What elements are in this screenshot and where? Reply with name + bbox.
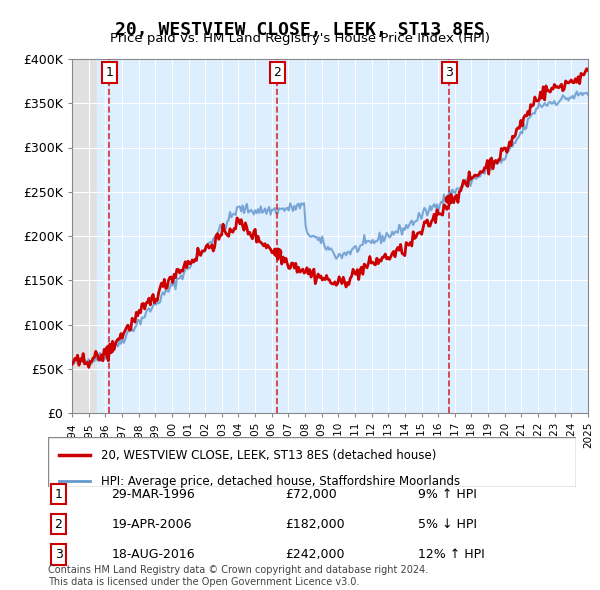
Bar xyxy=(97,59,588,413)
Text: 12% ↑ HPI: 12% ↑ HPI xyxy=(418,548,484,561)
Text: 1: 1 xyxy=(106,65,113,79)
Text: 9% ↑ HPI: 9% ↑ HPI xyxy=(418,487,476,500)
Text: 18-AUG-2016: 18-AUG-2016 xyxy=(112,548,195,561)
FancyBboxPatch shape xyxy=(48,437,576,487)
Text: £72,000: £72,000 xyxy=(286,487,337,500)
Text: 3: 3 xyxy=(55,548,62,561)
Text: Price paid vs. HM Land Registry's House Price Index (HPI): Price paid vs. HM Land Registry's House … xyxy=(110,32,490,45)
Text: 20, WESTVIEW CLOSE, LEEK, ST13 8ES: 20, WESTVIEW CLOSE, LEEK, ST13 8ES xyxy=(115,21,485,39)
Text: 29-MAR-1996: 29-MAR-1996 xyxy=(112,487,195,500)
Text: Contains HM Land Registry data © Crown copyright and database right 2024.
This d: Contains HM Land Registry data © Crown c… xyxy=(48,565,428,587)
Text: HPI: Average price, detached house, Staffordshire Moorlands: HPI: Average price, detached house, Staf… xyxy=(101,475,460,488)
Text: 2: 2 xyxy=(274,65,281,79)
Text: £182,000: £182,000 xyxy=(286,518,345,531)
Text: 5% ↓ HPI: 5% ↓ HPI xyxy=(418,518,476,531)
Text: 3: 3 xyxy=(445,65,453,79)
Bar xyxy=(72,59,97,413)
Text: 2: 2 xyxy=(55,518,62,531)
Text: £242,000: £242,000 xyxy=(286,548,345,561)
Text: 1: 1 xyxy=(55,487,62,500)
Text: 19-APR-2006: 19-APR-2006 xyxy=(112,518,192,531)
Text: 20, WESTVIEW CLOSE, LEEK, ST13 8ES (detached house): 20, WESTVIEW CLOSE, LEEK, ST13 8ES (deta… xyxy=(101,448,436,461)
